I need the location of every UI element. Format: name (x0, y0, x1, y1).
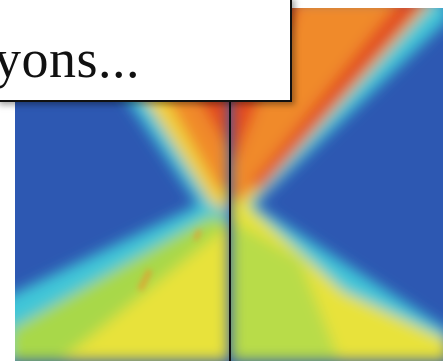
caption-text: yons... (0, 29, 141, 89)
caption-box (0, 0, 292, 102)
